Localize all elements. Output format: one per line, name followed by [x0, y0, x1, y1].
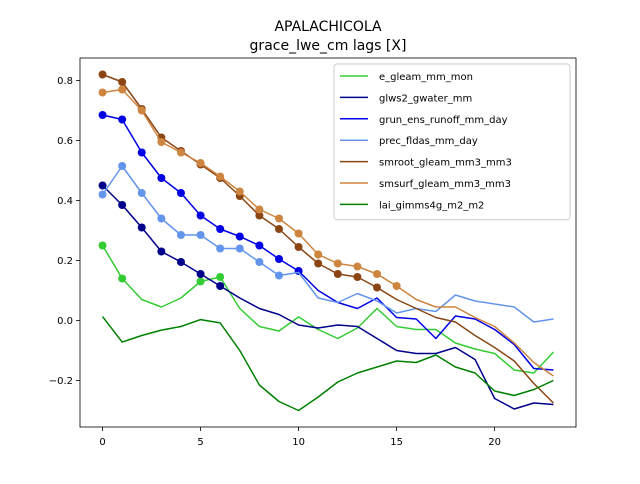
axes-layer: 0 5 10 15 20 −0.2 0.0 0.2 0.4 0.6 0.8	[49, 57, 577, 448]
series-point	[98, 190, 107, 199]
series-point	[392, 282, 401, 290]
series-point	[196, 270, 205, 278]
x-tick-label: 15	[390, 437, 403, 448]
series-point	[98, 70, 107, 79]
chart-title: APALACHICOLA	[274, 19, 382, 35]
series-point	[353, 262, 362, 271]
chart-subtitle: grace_lwe_cm lags [X]	[250, 38, 407, 54]
series-point	[118, 201, 127, 209]
y-tick-label: 0.0	[57, 316, 73, 327]
series-point	[98, 241, 107, 250]
series-point	[98, 88, 107, 97]
legend-label: smsurf_gleam_mm3_mm3	[379, 179, 511, 190]
series-point	[118, 274, 127, 283]
series-point	[294, 267, 303, 275]
legend-box	[333, 63, 571, 221]
series-point	[294, 243, 303, 251]
x-tick-label: 20	[488, 437, 501, 448]
series-point	[137, 148, 146, 157]
series-point	[176, 148, 185, 157]
series-point	[353, 273, 362, 281]
plot-frame	[79, 57, 577, 428]
series-point	[137, 189, 146, 197]
series-point	[333, 259, 342, 268]
series-point	[274, 225, 283, 233]
series-point	[196, 211, 205, 220]
y-tick-label: −0.2	[49, 376, 73, 387]
legend-label: glws2_gwater_mm	[379, 93, 472, 104]
series-point	[314, 259, 323, 268]
series-point	[255, 258, 264, 266]
series-point	[373, 283, 382, 292]
y-tick-label: 0.6	[57, 136, 73, 147]
series-point	[157, 138, 166, 146]
x-tick-label: 5	[197, 437, 203, 448]
y-tick-label: 0.8	[57, 76, 73, 87]
series-point	[196, 159, 205, 167]
series-point	[235, 187, 244, 196]
series-point	[294, 229, 303, 238]
series-point	[118, 162, 127, 170]
series-point	[157, 247, 166, 256]
series-point	[196, 277, 205, 286]
series-point	[157, 174, 166, 182]
series-point	[274, 271, 283, 280]
series-point	[176, 258, 185, 266]
series-point	[255, 205, 264, 214]
series-point	[216, 282, 225, 290]
series-point	[216, 273, 225, 281]
series-point	[216, 244, 225, 253]
series-line-6	[101, 316, 554, 412]
series-point	[98, 111, 107, 119]
series-point	[98, 181, 107, 190]
series-line-3	[101, 165, 554, 323]
series-point	[235, 232, 244, 241]
series-point	[235, 244, 244, 253]
series-point	[118, 78, 127, 86]
legend-label: smroot_gleam_mm3_mm3	[379, 158, 512, 169]
legend: e_gleam_mm_mon glws2_gwater_mm grun_ens_ru…	[333, 63, 571, 221]
series-point	[274, 214, 283, 223]
series-point	[118, 85, 127, 94]
series-point	[118, 115, 127, 124]
series-point	[137, 223, 146, 232]
series-point	[137, 106, 146, 115]
y-tick-label: 0.2	[57, 256, 73, 267]
y-tick-label: 0.4	[57, 196, 73, 207]
x-tick-label: 0	[99, 437, 105, 448]
series-point	[255, 211, 264, 220]
x-tick-label: 10	[292, 437, 305, 448]
legend-label: lai_gimms4g_m2_m2	[379, 200, 484, 211]
series-point	[255, 241, 264, 250]
series-point	[157, 214, 166, 223]
series-point	[333, 270, 342, 278]
series-point	[373, 270, 382, 278]
series-point	[176, 231, 185, 239]
series-line-2	[102, 114, 554, 371]
series-point	[216, 225, 225, 233]
series-point	[176, 189, 185, 197]
legend-label: e_gleam_mm_mon	[379, 72, 473, 83]
series-line-0	[101, 245, 554, 374]
legend-label: grun_ens_runoff_mm_day	[379, 115, 508, 126]
series-point	[314, 250, 323, 259]
series-point	[216, 172, 225, 181]
series-point	[274, 255, 283, 263]
legend-label: prec_fldas_mm_day	[379, 136, 478, 147]
series-point	[196, 231, 205, 239]
series-layer	[98, 70, 554, 412]
